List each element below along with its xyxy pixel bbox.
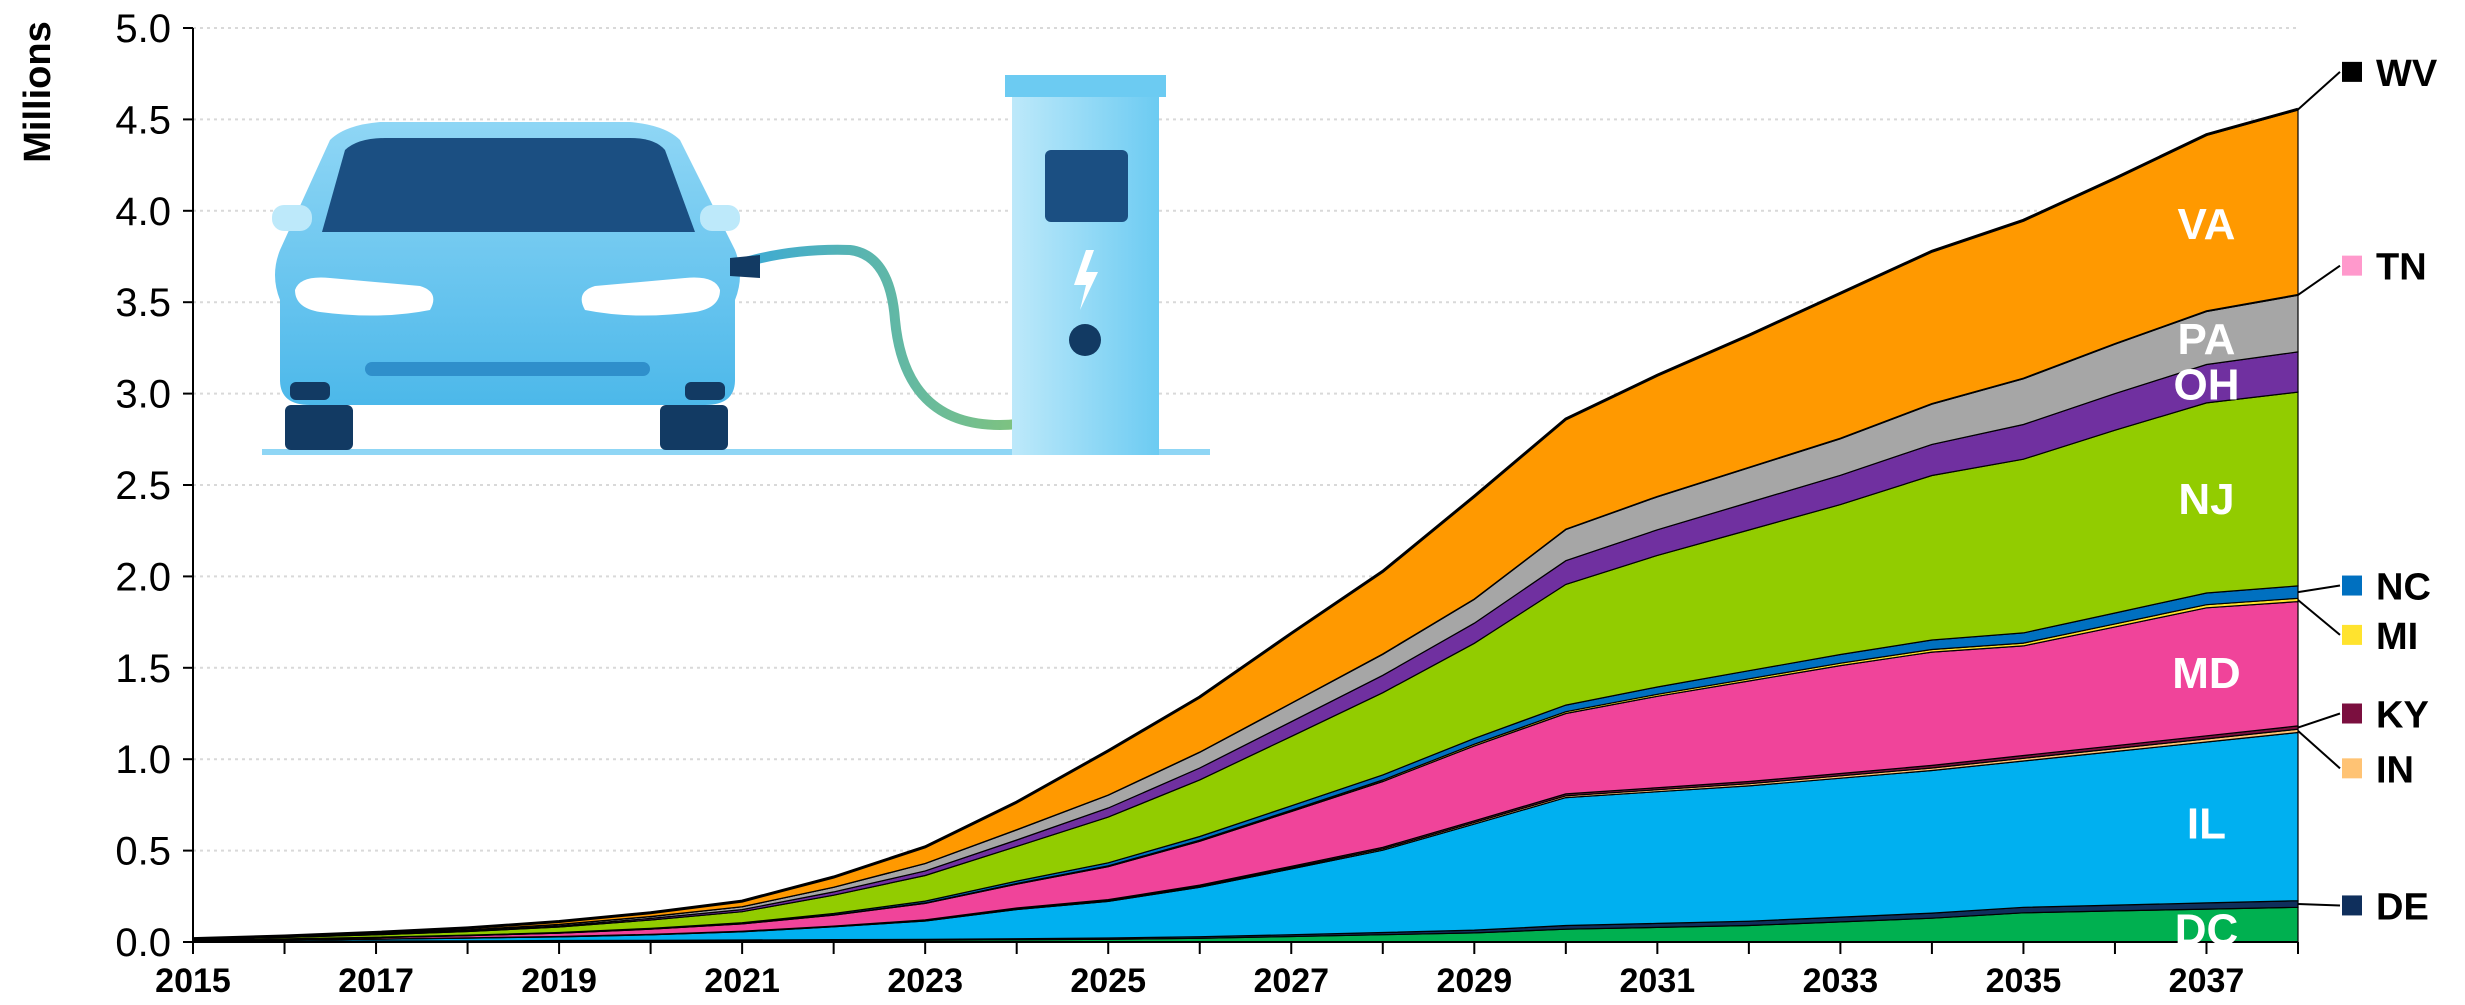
x-tick-label: 2031 — [1620, 962, 1696, 1000]
leader-line-in — [2297, 730, 2341, 770]
x-tick-label: 2015 — [155, 962, 231, 1000]
leader-line-nc — [2297, 584, 2341, 594]
legend-swatch-de — [2342, 895, 2362, 916]
x-tick-label: 2023 — [887, 962, 963, 1000]
ev-charging-illustration — [262, 75, 1210, 455]
x-tick-label: 2033 — [1803, 962, 1879, 1000]
legend-label-mi: MI — [2376, 616, 2418, 658]
charger-icon — [1005, 75, 1166, 455]
y-axis-label: Millions — [17, 21, 59, 162]
x-tick-label: 2021 — [704, 962, 780, 1000]
axes — [183, 27, 2299, 954]
leader-line-mi — [2297, 599, 2341, 636]
y-tick-label: 1.0 — [115, 738, 171, 782]
x-tick-label: 2017 — [338, 962, 414, 1000]
y-tick-label: 4.5 — [115, 98, 171, 142]
in-area-label-md: MD — [2172, 649, 2240, 698]
in-area-label-dc: DC — [2175, 905, 2239, 954]
legend-label-ky: KY — [2376, 695, 2429, 737]
legend-label-in: IN — [2376, 749, 2414, 791]
y-tick-label: 5.0 — [115, 7, 171, 51]
y-tick-label: 1.5 — [115, 647, 171, 691]
x-tick-label: 2027 — [1253, 962, 1329, 1000]
in-area-label-nj: NJ — [2178, 475, 2234, 524]
in-area-label-pa: PA — [2178, 315, 2236, 364]
in-area-label-va: VA — [2178, 200, 2236, 249]
legend-label-tn: TN — [2376, 247, 2427, 289]
in-area-label-il: IL — [2187, 799, 2226, 848]
x-tick-label: 2025 — [1070, 962, 1146, 1000]
total-outline — [192, 107, 2299, 941]
y-tick-label: 2.5 — [115, 464, 171, 508]
legend-label-wv: WV — [2376, 53, 2438, 95]
leader-line-wv — [2297, 71, 2341, 111]
legend-swatch-mi — [2342, 624, 2362, 645]
legend-label-de: DE — [2376, 886, 2429, 928]
legend-swatch-nc — [2342, 575, 2362, 596]
leader-line-tn — [2297, 264, 2341, 296]
legend-swatch-ky — [2342, 703, 2362, 724]
area-series — [192, 107, 2299, 943]
y-tick-label: 4.0 — [115, 190, 171, 234]
x-tick-label: 2029 — [1436, 962, 1512, 1000]
x-tick-label: 2037 — [2169, 962, 2245, 1000]
y-tick-label: 0.5 — [115, 830, 171, 874]
y-tick-label: 3.0 — [115, 373, 171, 417]
leader-line-de — [2297, 902, 2341, 907]
legend-swatch-wv — [2342, 61, 2362, 82]
y-tick-label: 3.5 — [115, 281, 171, 325]
legend-swatch-tn — [2342, 255, 2362, 276]
x-tick-label: 2019 — [521, 962, 597, 1000]
in-area-label-oh: OH — [2173, 361, 2239, 410]
y-tick-label: 2.0 — [115, 555, 171, 599]
x-tick-label: 2035 — [1986, 962, 2062, 1000]
leader-line-ky — [2297, 712, 2341, 729]
legend-label-nc: NC — [2376, 567, 2431, 609]
side-legend: WV TN NC MI KY IN DE — [2297, 53, 2438, 928]
y-tick-label: 0.0 — [115, 921, 171, 965]
x-tick-labels: 2015 2017 2019 2021 2023 2025 2027 2029 2031 2033… — [155, 962, 2244, 1000]
car-icon — [272, 122, 740, 450]
y-tick-labels: 0.0 0.5 1.0 1.5 2.0 2.5 3.0 3.5 4.0 4.5 5.0 — [115, 7, 171, 965]
legend-swatch-in — [2342, 758, 2362, 779]
